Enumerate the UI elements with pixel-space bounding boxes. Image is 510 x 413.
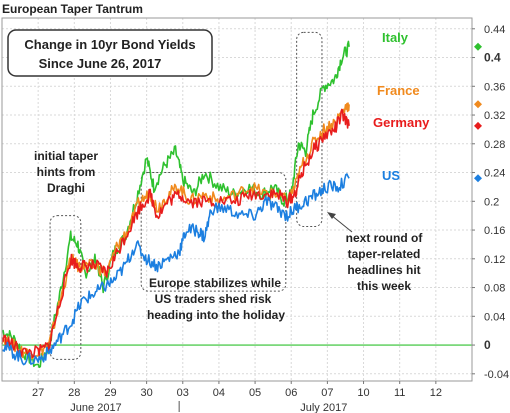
x-tick-label: 28	[68, 387, 80, 399]
series-line-us	[1, 173, 350, 366]
month-label: July 2017	[300, 402, 347, 413]
x-tick-label: 30	[140, 387, 152, 399]
y-tick-label: 0.36	[484, 81, 505, 93]
legend-label-us: US	[382, 168, 400, 183]
annotation-arrow-line	[330, 214, 353, 233]
series-line-italy	[1, 40, 350, 369]
annotation-europe-line-3: heading into the holiday	[147, 308, 285, 322]
annotation-arrow-head	[327, 212, 336, 219]
y-tick-label: 0.32	[484, 110, 505, 122]
series-line-germany	[1, 108, 350, 359]
annotation-box	[49, 215, 82, 360]
month-label: June 2017	[70, 402, 121, 413]
annotation-europe-line-1: Europe stabilizes while	[149, 276, 281, 290]
end-marker-italy	[474, 42, 482, 51]
y-tick-label: 0.12	[484, 254, 505, 266]
x-tick-label: 07	[321, 387, 333, 399]
subtitle-line-2: Since June 26, 2017	[39, 56, 162, 71]
annotation-next-round-line-4: this week	[357, 279, 411, 293]
annotation-boxes	[49, 31, 323, 360]
chart-title: European Taper Tantrum	[2, 2, 143, 16]
x-tick-label: 04	[213, 387, 225, 399]
annotation-draghi-line-3: Draghi	[47, 181, 85, 195]
x-tick-label: 10	[357, 387, 369, 399]
x-axis: 27 28 29 30 03 04 05 06 07 10 11 12 June 2017 July 20…	[32, 381, 442, 413]
x-tick-label: 03	[177, 387, 189, 399]
y-tick-label: 0.16	[484, 225, 505, 237]
end-marker-us	[474, 174, 482, 183]
y-tick-label: 0	[484, 338, 491, 352]
legend-label-germany: Germany	[373, 115, 430, 130]
x-tick-label: 29	[104, 387, 116, 399]
annotation-draghi-line-1: initial taper	[34, 149, 98, 163]
annotation-next-round: next round of taper-related headlines hi…	[346, 231, 424, 293]
y-tick-label: 0.04	[484, 311, 505, 323]
y-axis: -0.04 0 0.04 0.08 0.12 0.16 0.2 0.24 0.28 0.32 0.3…	[472, 24, 509, 381]
legend-label-france: France	[377, 83, 420, 98]
annotation-next-round-line-2: taper-related	[348, 247, 421, 261]
y-tick-label: 0.2	[484, 196, 499, 208]
annotation-draghi-line-2: hints from	[37, 165, 96, 179]
y-tick-label: 0.24	[484, 168, 505, 180]
x-tick-label: 11	[394, 387, 405, 399]
annotation-europe-line-2: US traders shed risk	[155, 292, 272, 306]
y-tick-label: 0.28	[484, 139, 505, 151]
series-group	[1, 40, 350, 369]
x-tick-label: 27	[32, 387, 44, 399]
annotation-next-round-line-3: headlines hit	[347, 263, 420, 277]
annotation-box	[140, 172, 287, 292]
end-marker-germany	[474, 121, 482, 130]
annotation-europe: Europe stabilizes while US traders shed …	[147, 276, 285, 322]
y-tick-label: -0.04	[484, 369, 509, 381]
annotation-next-round-line-1: next round of	[346, 231, 424, 245]
x-tick-label: 06	[285, 387, 297, 399]
y-tick-label: 0.4	[484, 51, 501, 65]
subtitle-box	[7, 29, 213, 77]
subtitle-line-1: Change in 10yr Bond Yields	[24, 37, 195, 52]
y-tick-label: 0.44	[484, 24, 505, 36]
plot-frame	[1, 17, 473, 382]
legend-label-italy: Italy	[382, 30, 409, 45]
x-tick-label: 05	[249, 387, 261, 399]
y-tick-label: 0.08	[484, 283, 505, 295]
end-marker-france	[474, 100, 482, 109]
end-markers	[474, 42, 482, 183]
annotation-draghi: initial taper hints from Draghi	[34, 149, 98, 195]
annotation-box	[296, 31, 323, 227]
x-tick-label: 12	[430, 387, 442, 399]
